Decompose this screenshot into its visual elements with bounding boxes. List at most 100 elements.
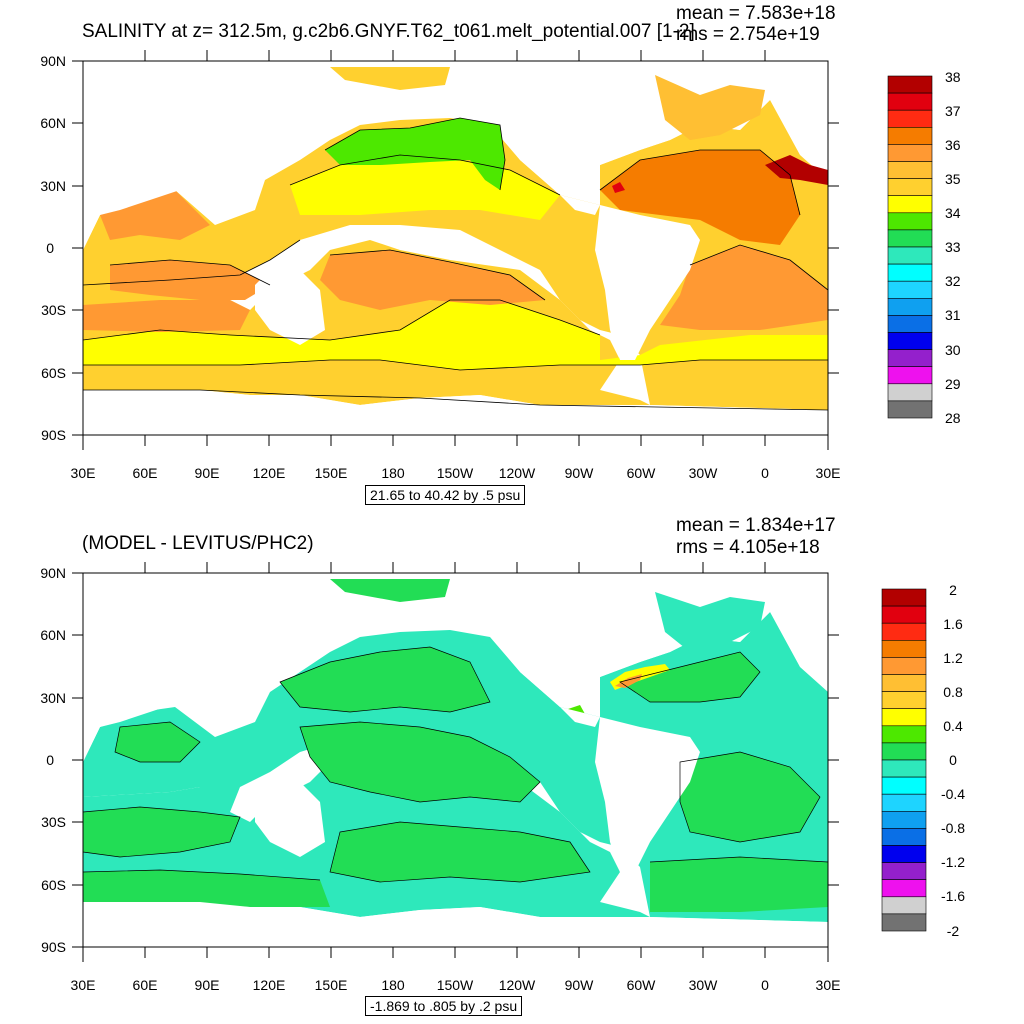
colorbar-swatch <box>881 742 927 761</box>
colorbar-swatch <box>887 263 933 282</box>
panel1-y-ticks <box>72 60 839 436</box>
colorbar-swatch <box>881 896 927 915</box>
panel1-ytick-label: 30S <box>41 302 66 318</box>
panel2-ytick-label: 30N <box>40 690 66 706</box>
panel2-xtick-label: 0 <box>761 977 769 993</box>
panel1-ytick-label: 90S <box>41 427 66 443</box>
panel2-colorbar-label: 0.4 <box>943 718 963 734</box>
panel1-title: SALINITY at z= 312.5m, g.c2b6.GNYF.T62_t… <box>82 21 695 42</box>
panel2-xtick-label: 150W <box>437 977 474 993</box>
colorbar-swatch <box>887 280 933 299</box>
colorbar-swatch <box>887 109 933 128</box>
colorbar-swatch <box>887 195 933 214</box>
panel1-ytick-label: 90N <box>40 53 66 69</box>
colorbar-swatch <box>887 383 933 402</box>
panel2-ytick-label: 60N <box>40 627 66 643</box>
panel2-colorbar-label: -0.4 <box>941 786 965 802</box>
panel1-ytick-label: 30N <box>40 178 66 194</box>
colorbar-swatch <box>881 776 927 795</box>
panel2-title: (MODEL - LEVITUS/PHC2) <box>82 533 314 554</box>
panel1-colorbar-label: 32 <box>945 273 961 289</box>
panel2-colorbar-label: -1.6 <box>941 888 965 904</box>
colorbar-swatch <box>881 674 927 692</box>
panel1-mean: mean = 7.583e+18 <box>676 3 836 24</box>
colorbar-swatch <box>881 759 927 778</box>
panel1-map: 30E 60E 90E 120E 150E 180 150W 120W 90W … <box>40 50 961 481</box>
panel1-xtick-label: 90W <box>565 465 595 481</box>
panel1-colorbar-label: 30 <box>945 342 961 358</box>
panel1-xtick-label: 150W <box>437 465 474 481</box>
colorbar-swatch <box>881 810 927 829</box>
panel1-xtick-label: 60W <box>627 465 657 481</box>
colorbar-swatch <box>881 605 927 624</box>
panel2-map: 30E 60E 90E 120E 150E 180 150W 120W 90W … <box>40 562 965 993</box>
panel1-data-field <box>82 60 829 435</box>
panel1-colorbar-label: 38 <box>945 69 961 85</box>
colorbar-swatch <box>881 725 927 744</box>
colorbar-swatch <box>887 332 933 350</box>
colorbar-swatch <box>887 229 933 248</box>
panel1-colorbar-label: 34 <box>945 205 961 221</box>
panel2-ytick-label: 60S <box>41 877 66 893</box>
panel2-xtick-label: 150E <box>315 977 348 993</box>
colorbar-swatch <box>887 92 933 111</box>
panel1-ytick-label: 60S <box>41 365 66 381</box>
panel1-xtick-label: 30E <box>71 465 96 481</box>
colorbar-swatch <box>887 349 933 368</box>
panel2-xtick-label: 180 <box>381 977 405 993</box>
panel1-xtick-label: 30E <box>816 465 841 481</box>
panel2-x-ticks <box>144 562 766 958</box>
panel2-ytick-label: 90N <box>40 565 66 581</box>
panel1-colorbar-label: 37 <box>945 103 961 119</box>
colorbar-swatch <box>887 400 933 419</box>
panel1-xtick-label: 0 <box>761 465 769 481</box>
panel2-xtick-label: 120E <box>253 977 286 993</box>
panel1-xtick-label: 120E <box>253 465 286 481</box>
panel2-xtick-label: 90W <box>565 977 595 993</box>
colorbar-swatch <box>881 828 927 846</box>
colorbar-swatch <box>887 366 933 385</box>
colorbar-swatch <box>887 315 933 333</box>
panel2-mean: mean = 1.834e+17 <box>676 515 836 536</box>
colorbar-swatch <box>881 640 927 658</box>
colorbar-swatch <box>881 913 927 932</box>
colorbar-swatch <box>887 178 933 197</box>
colorbar-swatch <box>881 588 927 607</box>
panel1-range-box: 21.65 to 40.42 by .5 psu <box>365 485 526 505</box>
panel1-ytick-label: 60N <box>40 115 66 131</box>
panel1-xtick-label: 30W <box>689 465 719 481</box>
colorbar-swatch <box>881 708 927 727</box>
panel2-xtick-label: 120W <box>499 977 536 993</box>
panel2-colorbar-label: -0.8 <box>941 820 965 836</box>
colorbar-swatch <box>887 144 933 162</box>
panel1-xtick-label: 180 <box>381 465 405 481</box>
colorbar-swatch <box>881 622 927 641</box>
panel2-colorbar-label: 0 <box>949 752 957 768</box>
panel1-xtick-label: 150E <box>315 465 348 481</box>
panel1-colorbar-label: 31 <box>945 307 961 323</box>
panel1-rms: rms = 2.754e+19 <box>676 24 820 45</box>
panel1-colorbar-label: 33 <box>945 239 961 255</box>
panel2-data-field <box>82 572 829 947</box>
panel1-xtick-label: 120W <box>499 465 536 481</box>
panel1-colorbar <box>887 75 933 419</box>
panel2-colorbar-label: 2 <box>949 582 957 598</box>
panel2-xtick-label: 30E <box>71 977 96 993</box>
colorbar-swatch <box>887 246 933 265</box>
panel2-rms: rms = 4.105e+18 <box>676 537 820 558</box>
colorbar-swatch <box>887 127 933 145</box>
panel2-xtick-label: 30W <box>689 977 719 993</box>
panel2-colorbar-label: -2 <box>947 923 960 939</box>
colorbar-swatch <box>887 161 933 179</box>
panel2-colorbar <box>881 588 927 932</box>
panel2-colorbar-label: 1.6 <box>943 616 963 632</box>
panel1-colorbar-label: 36 <box>945 137 961 153</box>
panel2-colorbar-label: 1.2 <box>943 650 963 666</box>
panel2-ytick-label: 30S <box>41 814 66 830</box>
panel2-colorbar-label: -1.2 <box>941 854 965 870</box>
colorbar-swatch <box>887 297 933 316</box>
colorbar-swatch <box>881 862 927 881</box>
panel1-x-ticks <box>144 50 766 446</box>
colorbar-swatch <box>881 691 927 710</box>
colorbar-swatch <box>887 212 933 231</box>
